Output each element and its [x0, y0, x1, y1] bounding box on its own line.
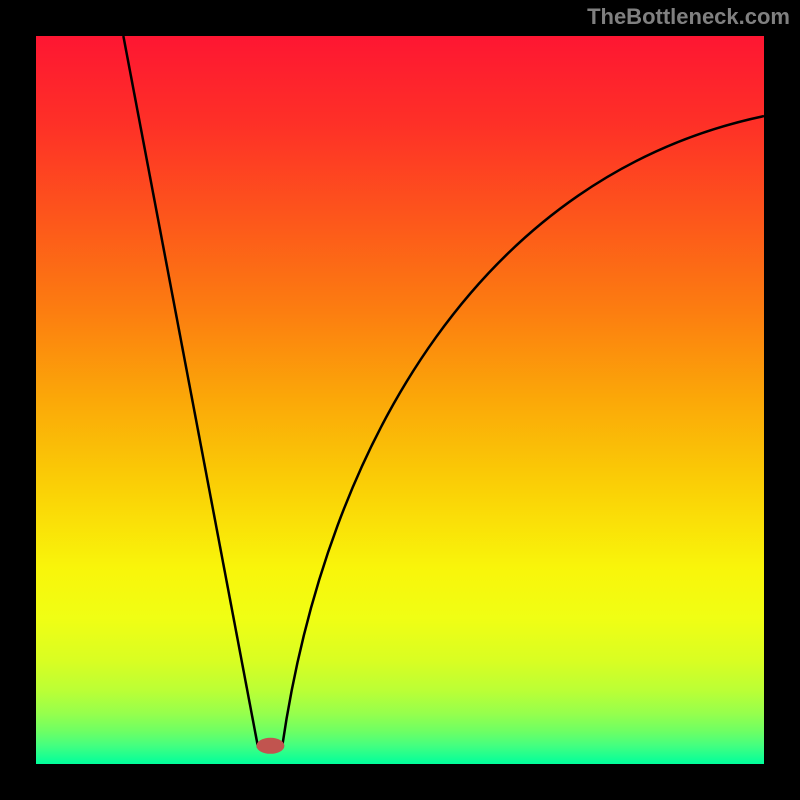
- bottleneck-chart: [0, 0, 800, 800]
- chart-container: TheBottleneck.com: [0, 0, 800, 800]
- minimum-marker: [256, 738, 284, 754]
- watermark-text: TheBottleneck.com: [587, 4, 790, 30]
